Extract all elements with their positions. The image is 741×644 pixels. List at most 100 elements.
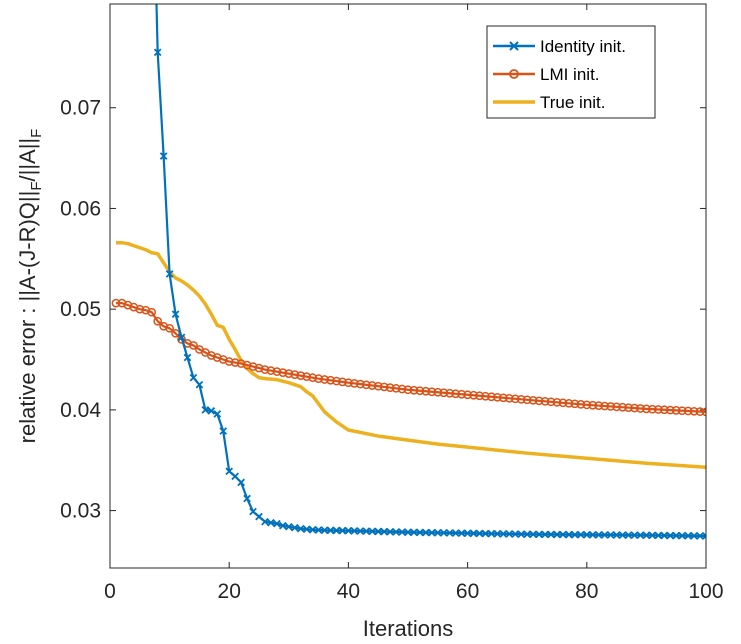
data-point [540,396,550,406]
data-point [254,363,264,373]
data-point [457,389,466,399]
y-tick-label: 0.06 [60,197,101,220]
data-point [314,526,323,534]
data-point [516,394,526,404]
series-layer [111,4,706,540]
data-point [612,402,621,412]
data-point [463,390,472,400]
data-point [213,410,222,418]
data-point [225,467,234,476]
y-tick-label: 0.03 [60,500,101,523]
data-point [695,407,705,416]
data-point [594,401,604,410]
data-point [582,530,591,539]
data-point [135,304,145,314]
data-point [576,399,586,409]
data-point [493,529,502,538]
data-point [451,389,461,399]
data-point [320,375,329,384]
data-point [273,519,281,528]
data-point [451,529,460,537]
data-point [379,382,389,392]
data-point [523,530,532,539]
data-point [266,366,276,375]
data-point [409,385,419,395]
data-point [368,527,377,536]
data-point [528,395,538,405]
data-point [618,531,627,539]
data-point [565,530,573,539]
data-point [195,380,204,389]
data-point [671,406,681,415]
data-point [391,383,401,393]
legend-label-identity: Identity init. [540,37,626,56]
data-point [320,526,329,535]
data-point [630,403,639,413]
data-point [702,532,706,540]
data-point [541,530,549,539]
data-point [570,399,580,409]
data-point [481,391,490,401]
data-point [571,530,579,539]
data-point [481,529,490,538]
data-point [475,529,484,538]
data-point [546,397,556,407]
data-point [165,270,174,278]
y-axis-label-main: relative error : ||A-(J-R)Q|| [15,191,40,444]
data-point [392,528,400,536]
data-point [469,529,478,538]
data-point [296,371,306,380]
data-point [153,316,163,326]
data-point [279,521,287,530]
data-point [374,527,383,536]
data-point [361,380,371,390]
data-point [445,388,455,398]
y-tick-label: 0.05 [60,298,101,321]
data-point [511,530,520,538]
data-point [272,367,282,376]
data-point [416,528,424,537]
data-point [678,531,686,540]
data-point [261,517,269,526]
data-point [654,531,663,540]
data-point [659,405,669,415]
data-point [314,374,323,384]
x-tick-label: 20 [218,580,241,603]
data-point [415,386,425,396]
data-point [290,370,300,379]
data-point [499,393,508,403]
legend-label-lmi: LMI init. [540,65,600,84]
data-point [290,523,299,532]
data-point [302,372,312,381]
x-tick-label: 0 [104,580,116,603]
data-point [499,530,508,538]
legend-item-lmi: LMI init. [493,65,600,84]
data-point [278,368,288,377]
legend-label-true: True init. [540,93,606,112]
data-point [677,406,687,416]
data-point [332,376,341,386]
data-point [510,394,520,404]
data-point [594,531,603,539]
data-point [397,384,407,394]
data-point [689,406,699,416]
data-point [111,298,121,308]
data-point [666,531,675,540]
data-point [350,379,359,388]
data-point [552,397,562,407]
data-point [493,392,502,402]
data-point [445,529,454,537]
data-point [242,360,252,370]
data-point [588,530,597,539]
data-point [183,353,192,362]
data-point [487,529,496,538]
data-point [690,531,698,540]
data-point [308,525,317,534]
data-point [463,529,472,538]
data-point [207,407,216,415]
data-point [439,388,449,398]
data-point [642,531,651,540]
data-point [332,526,341,535]
data-point [362,527,371,536]
